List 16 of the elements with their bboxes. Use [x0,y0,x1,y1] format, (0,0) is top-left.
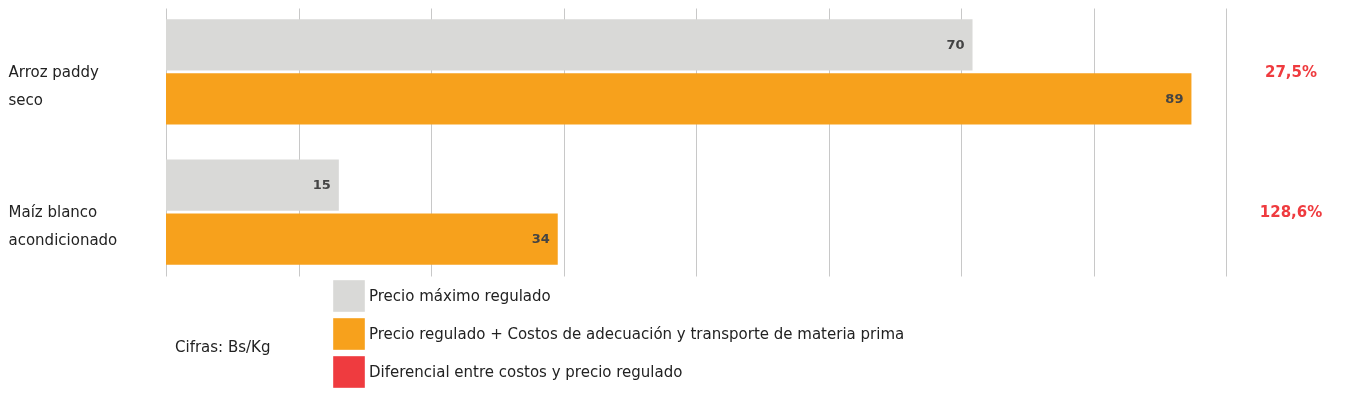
legend-label: Diferencial entre costos y precio regulado [369,363,683,381]
legend-label: Precio regulado + Costos de adecuación y transporte de materia prima [369,325,905,343]
bar [166,213,558,265]
text: 27,5% [1264,62,1318,81]
data-label: 15 [312,177,331,193]
data-label: 89 [1165,90,1184,106]
data-label: 34 [531,231,550,247]
bar [166,73,1192,125]
data-label: 70 [946,36,965,52]
legend-label: Precio máximo regulado [369,287,551,305]
y-tick-label: Arroz paddy seco [8,62,100,109]
text: 128,6% [1259,203,1323,222]
bar [166,159,339,211]
bar [166,19,973,71]
text: Cifras: Bs/Kg [175,338,271,356]
y-tick-label: Maíz blanco acondicionado [8,203,118,250]
